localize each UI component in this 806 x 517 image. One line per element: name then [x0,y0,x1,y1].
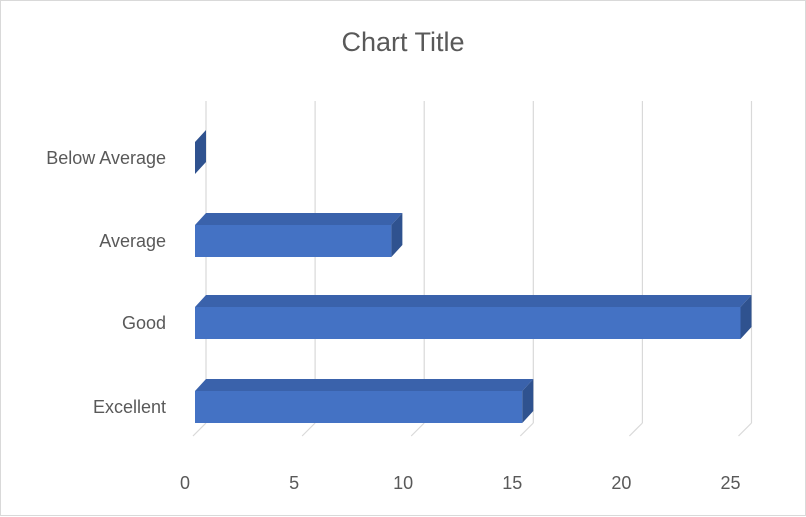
x-tick-label: 10 [393,473,413,493]
chart-title: Chart Title [341,27,465,57]
bar-side [391,213,403,257]
gridline-floor [628,422,643,437]
bar [195,391,523,423]
x-tick-label: 25 [720,473,740,493]
bar-side [740,295,752,339]
bar-top [195,213,403,225]
gridline-floor [301,422,316,437]
bar-top [195,379,534,391]
bar-side [522,379,534,423]
gridline-floor [738,422,752,437]
category-label: Good [122,313,166,333]
gridline-floor [192,422,207,437]
gridline-floor [519,422,534,437]
x-tick-label: 15 [502,473,522,493]
category-label: Average [99,231,166,251]
bar [195,225,392,257]
x-tick-label: 20 [611,473,631,493]
category-label: Excellent [93,397,166,417]
bar [195,307,741,339]
gridline-floor [410,422,425,437]
x-tick-label: 5 [289,473,299,493]
bar-top [195,295,752,307]
x-tick-label: 0 [180,473,190,493]
bar-side [195,130,206,174]
category-label: Below Average [46,148,166,168]
